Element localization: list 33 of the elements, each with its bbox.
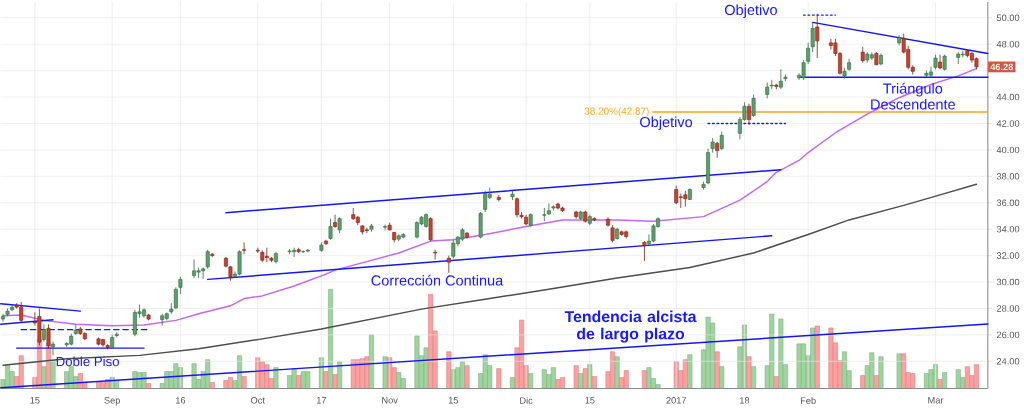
x-tick-label: Nov	[382, 397, 398, 404]
y-tick-label: 32.00	[996, 252, 1020, 259]
y-tick-label: 42.00	[996, 120, 1020, 127]
x-tick-label: 15	[448, 397, 459, 404]
x-tick-label: 15	[30, 397, 40, 404]
y-tick-label: 28.00	[996, 305, 1020, 312]
y-tick-label: 40.00	[996, 146, 1020, 154]
x-tick-label: Sep	[104, 397, 121, 406]
y-tick-label: 48.00	[996, 41, 1020, 48]
y-tick-label: 50.00	[996, 14, 1020, 22]
x-tick-label: 17	[316, 397, 327, 404]
y-tick-label: 36.00	[996, 199, 1020, 207]
x-tick-label: Feb	[800, 397, 816, 404]
ref-line-label: 38.20%(42.87)	[584, 107, 649, 117]
annotation: Corrección Continua	[371, 274, 504, 286]
annotation: Objetivo	[640, 116, 693, 131]
x-tick-label: 15	[585, 397, 595, 404]
x-tick-label: 16	[175, 397, 186, 404]
x-tick-label: 18	[740, 397, 750, 404]
x-tick-label: Oct	[250, 397, 265, 404]
y-tick-label: 24.00	[996, 358, 1020, 365]
x-tick-label: Mar	[928, 397, 944, 404]
annotation: Doble Piso	[56, 356, 119, 367]
y-tick-label: 34.00	[996, 226, 1020, 233]
y-tick-label: 44.00	[996, 93, 1020, 101]
text: 46.28	[990, 63, 1014, 71]
y-tick-label: 26.00	[996, 331, 1020, 339]
y-tick-label: 30.00	[996, 278, 1020, 286]
annotation: Tendencia alcista de largo plazo	[564, 310, 697, 343]
x-tick-label: Dic	[520, 397, 533, 404]
annotation: Objetivo	[724, 4, 777, 19]
x-tick-label: 2017	[666, 397, 687, 404]
y-tick-label: 38.00	[996, 173, 1020, 180]
